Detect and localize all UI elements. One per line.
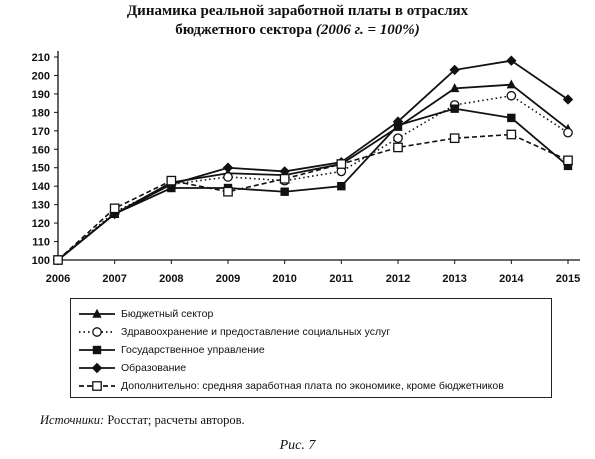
x-tick-label: 2012 xyxy=(386,273,410,285)
legend-marker xyxy=(92,345,102,355)
legend-marker xyxy=(92,381,102,391)
series-line xyxy=(57,59,569,261)
x-axis-ticks: 2006 2007 2008 2009 2010 2011 2012 2013 2014 2015 xyxy=(46,260,580,285)
legend-swatch xyxy=(79,345,115,355)
y-tick-label: 140 xyxy=(32,181,50,193)
x-tick-label: 2006 xyxy=(46,273,70,285)
y-tick-label: 130 xyxy=(32,200,50,212)
data-point xyxy=(223,186,233,197)
legend-item: Образование xyxy=(77,359,186,377)
legend-item: Дополнительно: средняя заработная плата … xyxy=(77,377,504,395)
chart-title-line2-text: бюджетного сектора xyxy=(175,22,313,38)
legend-label: Бюджетный сектор xyxy=(121,308,214,320)
series-4 xyxy=(52,55,574,266)
data-point xyxy=(506,79,517,89)
legend-label: Образование xyxy=(121,362,187,374)
legend-item: Государственное управление xyxy=(77,341,265,359)
y-tick-label: 180 xyxy=(32,107,50,119)
data-point xyxy=(506,55,517,66)
data-point xyxy=(223,172,233,182)
chart-legend: Бюджетный сектор Здравоохранение и предос… xyxy=(70,298,552,398)
x-tick-label: 2009 xyxy=(216,273,240,285)
chart-series xyxy=(52,55,574,266)
source-label: Источники: xyxy=(40,413,105,427)
legend-marker xyxy=(92,308,102,318)
series-3 xyxy=(53,104,573,265)
x-tick-label: 2007 xyxy=(102,273,126,285)
y-tick-label: 190 xyxy=(32,89,50,101)
x-tick-label: 2010 xyxy=(272,273,296,285)
legend-swatch xyxy=(79,362,115,374)
legend-marker xyxy=(92,327,102,337)
data-point xyxy=(449,83,460,93)
data-point xyxy=(280,187,289,196)
data-point xyxy=(393,133,403,144)
y-tick-label: 170 xyxy=(32,126,50,138)
data-point xyxy=(450,104,459,113)
x-tick-label: 2013 xyxy=(442,273,466,285)
data-point xyxy=(109,203,120,214)
series-line xyxy=(57,133,569,261)
y-tick-label: 100 xyxy=(32,255,50,267)
y-tick-label: 120 xyxy=(32,218,50,230)
y-tick-label: 210 xyxy=(32,52,50,64)
chart-title-line2: бюджетного сектора (2006 г. = 100%) xyxy=(0,21,595,40)
data-point xyxy=(166,175,177,186)
x-tick-label: 2011 xyxy=(329,273,353,285)
series-5 xyxy=(53,129,573,265)
data-point xyxy=(336,159,347,169)
chart-title-base-year: (2006 г. = 100%) xyxy=(315,22,420,38)
chart-title-line1: Динамика реальной заработной платы в отр… xyxy=(126,3,469,19)
legend-marker xyxy=(91,362,103,374)
source-text: Росстат; расчеты авторов. xyxy=(107,413,245,427)
data-point xyxy=(279,173,290,184)
data-point xyxy=(507,113,516,123)
legend-swatch xyxy=(79,308,115,318)
data-point xyxy=(563,161,573,171)
legend-label: Здравоохранение и предоставление социаль… xyxy=(121,326,391,338)
data-point xyxy=(53,255,63,265)
data-point xyxy=(562,94,574,105)
data-point xyxy=(392,116,404,127)
data-point xyxy=(337,181,346,191)
legend-label: Дополнительно: средняя заработная плата … xyxy=(121,380,504,392)
data-point xyxy=(449,64,460,76)
figure-caption: Рис. 7 xyxy=(279,438,316,453)
legend-item: Бюджетный сектор xyxy=(77,305,213,323)
x-tick-label: 2008 xyxy=(159,273,183,285)
x-tick-label: 2015 xyxy=(556,273,580,285)
series-line xyxy=(57,107,569,261)
y-tick-label: 200 xyxy=(32,70,50,82)
data-point xyxy=(449,133,460,144)
data-point xyxy=(506,90,517,101)
series-line xyxy=(57,83,569,261)
data-point xyxy=(393,142,403,153)
legend-item: Здравоохранение и предоставление социаль… xyxy=(77,323,390,341)
series-2 xyxy=(53,90,573,265)
data-point xyxy=(563,155,573,166)
data-point xyxy=(222,162,234,173)
chart-axes xyxy=(57,51,580,261)
legend-label: Государственное управление xyxy=(121,344,265,356)
x-tick-label: 2014 xyxy=(499,273,524,285)
source-note: Источники: Росстат; расчеты авторов. xyxy=(40,413,245,428)
legend-swatch xyxy=(79,381,115,391)
y-tick-label: 160 xyxy=(32,144,50,156)
data-point xyxy=(563,127,573,138)
line-chart: 100 110 120 130 140 150 160 170 180 190 200 210 200… xyxy=(32,51,580,285)
y-tick-label: 150 xyxy=(32,163,50,175)
series-line xyxy=(57,94,569,261)
chart-title: Динамика реальной заработной платы в отр… xyxy=(0,2,595,40)
legend-swatch xyxy=(79,327,115,337)
y-tick-label: 110 xyxy=(32,237,50,249)
data-point xyxy=(506,129,517,140)
y-axis-ticks: 100 110 120 130 140 150 160 170 180 190 200 210 xyxy=(32,52,58,267)
